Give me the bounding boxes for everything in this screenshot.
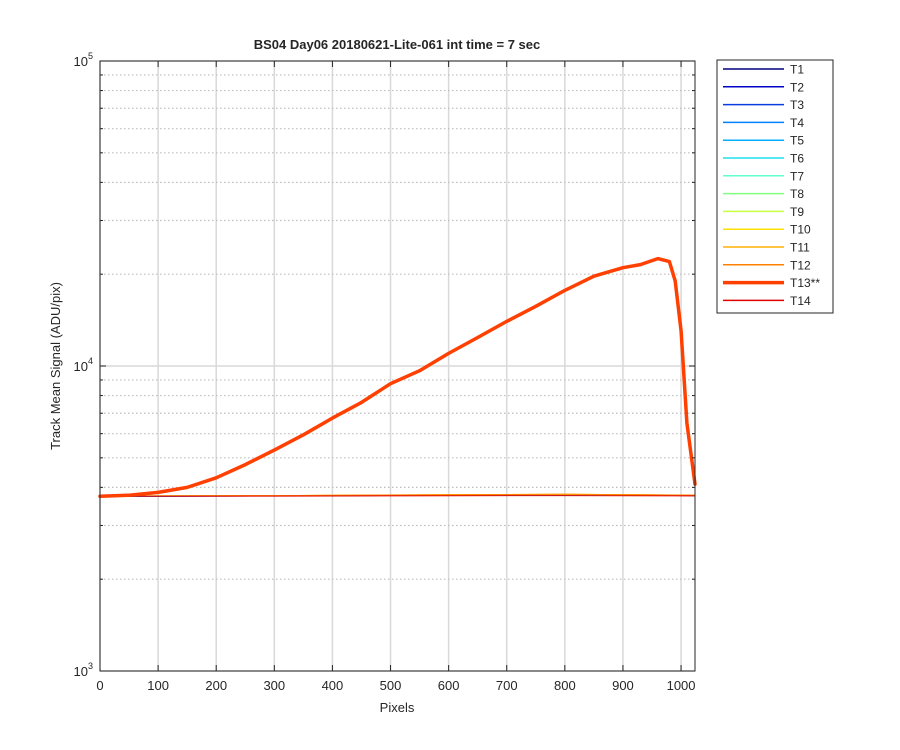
y-tick-label-0: 103 (74, 661, 93, 679)
x-tick-label-6: 600 (438, 678, 460, 693)
x-tick-label-8: 800 (554, 678, 576, 693)
legend-label-t4: T4 (790, 116, 804, 130)
x-tick-label-2: 200 (205, 678, 227, 693)
x-tick-label-4: 400 (322, 678, 344, 693)
y-axis-label: Track Mean Signal (ADU/pix) (48, 282, 63, 450)
chart-title: BS04 Day06 20180621-Lite-061 int time = … (254, 37, 541, 52)
legend-label-t3: T3 (790, 98, 804, 112)
legend: T1 T2 T3 T4 T5 T6 T7 T8 T9 T10 T11 T12 T13** T14 (716, 59, 834, 314)
x-tick-label-3: 300 (263, 678, 285, 693)
series-line-t13 (98, 256, 697, 499)
x-tick-label-9: 900 (612, 678, 634, 693)
y-tick-label-2: 105 (74, 51, 93, 69)
x-tick-label-10: 1000 (667, 678, 696, 693)
legend-label-t1: T1 (790, 63, 804, 77)
legend-label-t12: T12 (790, 258, 811, 272)
legend-label-t6: T6 (790, 152, 804, 166)
legend-label-t14: T14 (790, 294, 811, 308)
y-tick-label-1: 104 (74, 356, 93, 374)
x-tick-label-0: 0 (96, 678, 103, 693)
legend-label-t13: T13** (790, 276, 820, 290)
series-line-t14 (99, 495, 696, 497)
legend-box (716, 59, 834, 314)
x-tick-label-5: 500 (380, 678, 402, 693)
legend-label-t10: T10 (790, 223, 811, 237)
x-tick-label-1: 100 (147, 678, 169, 693)
legend-label-t7: T7 (790, 169, 804, 183)
legend-label-t5: T5 (790, 134, 804, 148)
legend-label-t9: T9 (790, 205, 804, 219)
legend-label-t11: T11 (790, 241, 810, 255)
series-layer (98, 256, 697, 499)
legend-label-t2: T2 (790, 80, 804, 94)
x-axis-label: Pixels (380, 700, 415, 715)
x-tick-label-7: 700 (496, 678, 518, 693)
legend-label-t8: T8 (790, 187, 804, 201)
tick-layer: 0 100 200 300 400 500 600 700 800 900 1000 103 104 10… (74, 51, 696, 693)
